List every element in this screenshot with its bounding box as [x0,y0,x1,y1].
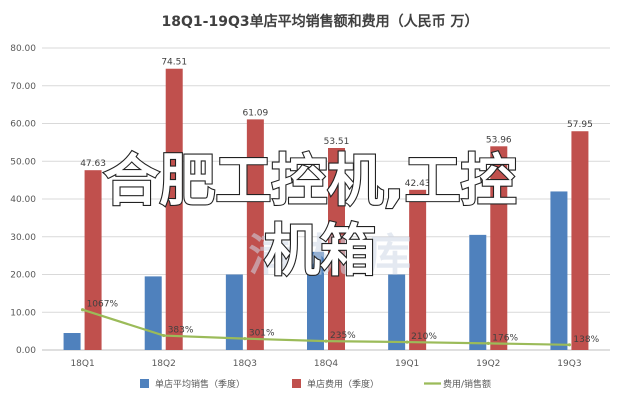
y-tick-label: 60.00 [10,120,36,130]
ratio-data-label: 210% [411,332,437,342]
ratio-data-label: 301% [249,329,275,339]
bar-data-label: 53.51 [324,137,350,147]
ratio-data-label: 176% [492,333,518,343]
bar-cost [246,119,264,350]
ratio-point [80,308,85,312]
x-tick-label: 18Q2 [152,359,176,369]
bar-sales [469,234,487,350]
bar-cost [84,170,102,350]
ratio-point [324,339,328,343]
ratio-data-label: 235% [330,331,356,341]
ratio-data-label: 138% [573,335,599,345]
legend-label: 费用/销售额 [443,378,491,390]
legend-swatch [140,379,149,388]
y-tick-label: 70.00 [10,82,36,92]
bar-data-label: 53.96 [486,135,512,145]
ratio-point [567,343,572,347]
ratio-data-label: 1067% [87,300,119,310]
bar-data-label: 57.95 [567,120,593,130]
bar-cost [571,131,589,350]
legend-label: 单店平均销售（季度） [155,378,245,390]
overlay-text-line2: 机箱 [264,219,376,284]
x-tick-label: 18Q4 [314,359,339,369]
x-tick-label: 19Q1 [395,359,419,369]
bar-sales [63,333,81,350]
bar-sales [307,251,324,350]
bar-sales [550,191,568,350]
y-tick-label: 80.00 [10,44,36,54]
bar-data-label: 61.09 [242,108,268,118]
legend-swatch [292,379,301,388]
y-tick-label: 0.00 [16,346,36,356]
y-tick-label: 40.00 [10,195,36,205]
chart-title: 18Q1-19Q3单店平均销售额和费用（人民币 万） [162,13,479,30]
bar-sales [225,274,243,350]
ratio-point [486,341,490,345]
ratio-point [162,333,166,338]
bar-cost [165,68,183,351]
legend-label: 单店费用（季度） [307,378,379,390]
bar-cost [490,146,508,350]
y-tick-label: 30.00 [10,233,36,243]
x-tick-label: 19Q3 [557,359,581,369]
watermark-text: 清 机 库 [249,230,412,281]
ratio-data-label: 383% [168,326,194,336]
ratio-point [405,340,409,344]
bar-data-label: 47.63 [80,159,106,169]
x-tick-label: 18Q3 [233,359,257,369]
bar-data-label: 42.43 [405,179,431,189]
bar-sales [388,274,406,350]
overlay-text-line1: 合肥工控机,工控 [103,149,516,214]
y-tick-label: 50.00 [10,157,36,167]
ratio-point [243,337,247,341]
bar-sales [144,276,162,350]
x-tick-label: 19Q2 [476,359,500,369]
bar-cost [328,147,345,350]
y-tick-label: 20.00 [10,271,36,281]
x-tick-label: 18Q1 [70,359,94,369]
bar-data-label: 74.51 [161,58,187,68]
y-tick-label: 10.00 [10,308,36,318]
bar-cost [409,189,427,350]
